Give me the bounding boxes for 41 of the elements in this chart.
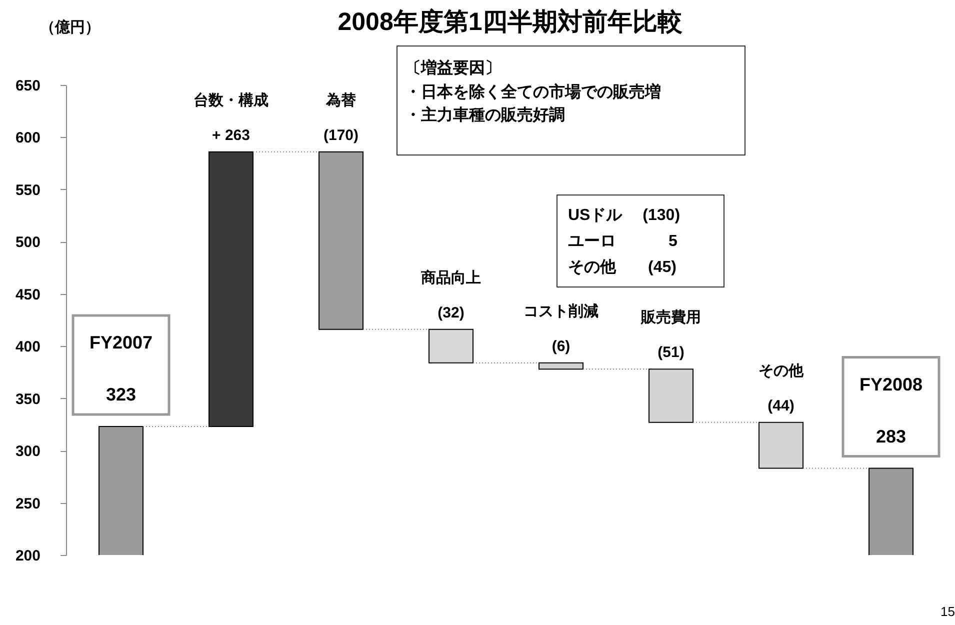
- bar: [758, 422, 804, 469]
- y-tick-label: 400: [15, 338, 40, 356]
- x-tick-label: その他: [758, 362, 804, 380]
- y-tick-label: 600: [15, 130, 40, 147]
- annotation: その他 (45): [568, 258, 676, 276]
- annotation: ユーロ 5: [568, 233, 678, 250]
- bar: [538, 362, 584, 370]
- y-tick-label: 200: [15, 548, 40, 564]
- chart-title: 2008年度第1四半期対前年比較: [338, 8, 684, 36]
- data-label: 323: [106, 384, 136, 405]
- data-label: (6): [552, 338, 570, 355]
- y-tick-label: 350: [15, 390, 40, 408]
- data-label: (170): [323, 126, 359, 144]
- bar: [208, 151, 254, 428]
- y-tick-label: 450: [15, 286, 40, 304]
- y-tick-label: 650: [15, 78, 40, 94]
- data-label: + 263: [212, 126, 250, 144]
- y-tick-label: 250: [15, 495, 40, 512]
- x-tick-label: 販売費用: [640, 309, 701, 326]
- annotation: ・主力車種の販売好調: [405, 105, 565, 124]
- y-axis-title: （億円）: [40, 19, 100, 36]
- y-tick-label: 300: [15, 443, 40, 460]
- x-tick-label: FY2008: [859, 374, 923, 394]
- text: 〔増益要因〕: [405, 58, 501, 77]
- y-tick-label: 500: [15, 234, 40, 252]
- y-tick-label: 550: [15, 182, 40, 199]
- annotation: ・日本を除く全ての市場での販売増: [405, 82, 661, 101]
- bar: [318, 151, 364, 330]
- data-label: 283: [876, 426, 906, 446]
- x-tick-label: FY2007: [89, 332, 153, 353]
- x-tick-label: 為替: [325, 92, 356, 109]
- x-tick-label: コスト削減: [524, 302, 598, 320]
- bar: [648, 368, 694, 423]
- data-label: (51): [658, 344, 684, 362]
- data-label: (44): [768, 397, 794, 414]
- data-label: (32): [438, 304, 464, 322]
- annotation: USドル (130): [568, 207, 680, 224]
- x-tick-label: 商品向上: [420, 268, 481, 286]
- text: 15: [940, 604, 955, 619]
- x-tick-label: 台数・構成: [194, 92, 268, 109]
- bar: [428, 328, 474, 364]
